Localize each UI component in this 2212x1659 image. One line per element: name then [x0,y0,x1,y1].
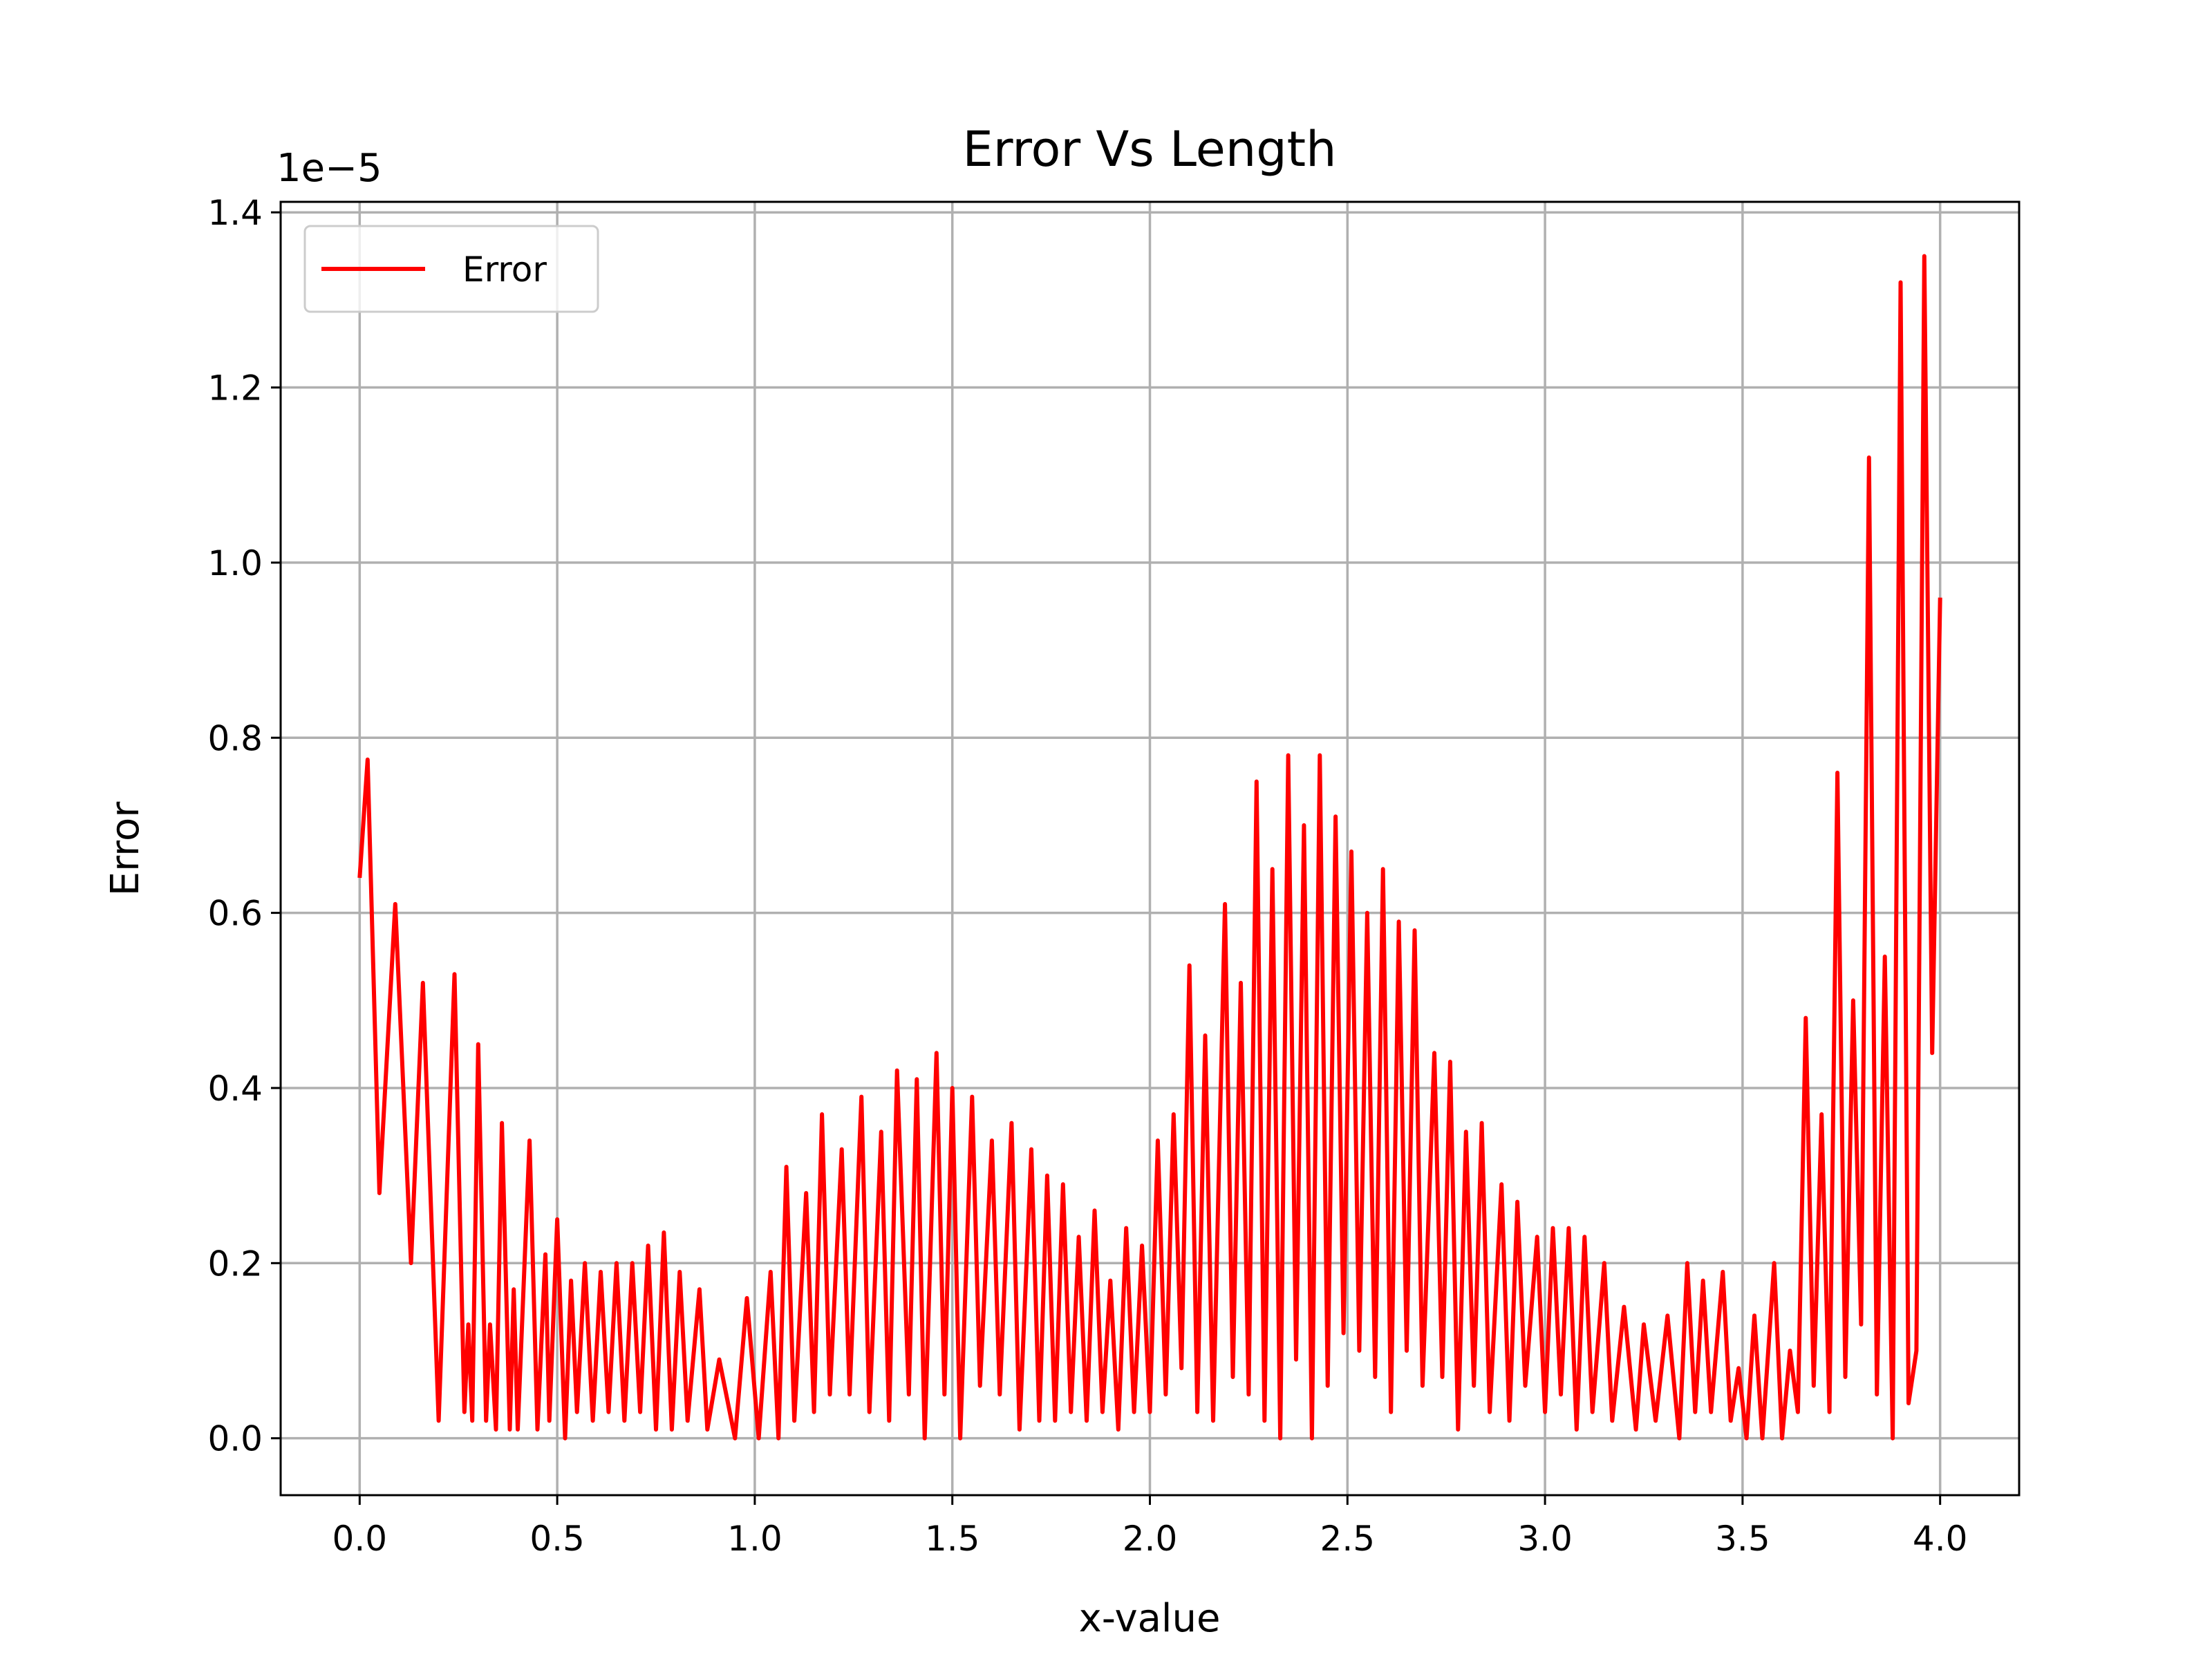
x-axis-label: x-value [1079,1596,1221,1641]
y-tick-label: 0.6 [207,894,263,934]
y-tick-label: 1.4 [207,193,263,233]
y-tick-label: 0.0 [207,1419,263,1459]
x-tick-label: 3.0 [1517,1519,1573,1559]
y-tick-label: 0.2 [207,1244,263,1284]
data-line [357,254,1942,1441]
y-scale-label: 1e−5 [276,146,382,191]
x-tick-label: 0.5 [529,1519,585,1559]
legend-box [303,225,599,313]
y-tick-label: 1.2 [207,368,263,409]
y-axis-label: Error [103,801,148,896]
chart-title: Error Vs Length [963,121,1337,178]
x-tick-label: 0.0 [332,1519,388,1559]
x-tick-label: 1.0 [727,1519,782,1559]
y-tick-label: 1.0 [207,543,263,583]
x-tick-label: 4.0 [1913,1519,1968,1559]
x-tick-label: 2.0 [1123,1519,1178,1559]
legend-label: Error [462,250,547,290]
y-tick-label: 0.4 [207,1069,263,1109]
x-tick-label: 3.5 [1715,1519,1770,1559]
plot-frame [279,200,2021,1497]
y-tick-label: 0.8 [207,718,263,758]
x-tick-label: 1.5 [925,1519,980,1559]
x-tick-label: 2.5 [1320,1519,1376,1559]
